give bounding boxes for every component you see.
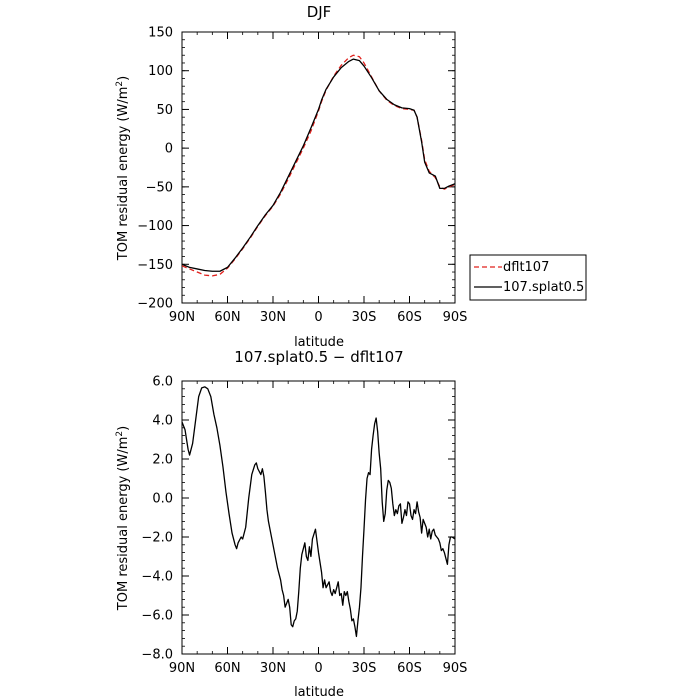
y-axis-ticks: 150 100 50 0 −50 −100 −150 −200 (137, 26, 455, 312)
y-tick-label: −50 (146, 180, 173, 195)
y-tick-label: 0.0 (152, 492, 173, 507)
y-axis-label-close: ) (116, 76, 131, 81)
y-tick-label: −2.0 (141, 531, 173, 546)
x-tick-label: 30N (260, 310, 286, 325)
y-tick-label: −200 (137, 297, 173, 312)
y-axis-label-sup: 2 (115, 431, 125, 437)
series-lines (181, 386, 456, 638)
y-axis-ticks: 6.0 4.0 2.0 0.0 −2.0 −4.0 −6.0 −8.0 (141, 375, 455, 663)
x-axis-ticks: 90N 60N 30N 0 30S 60S 90S (169, 32, 468, 325)
legend-label-dflt107: dflt107 (503, 260, 549, 275)
x-tick-label: 60S (397, 310, 422, 325)
x-tick-label: 60N (214, 310, 240, 325)
y-axis-label: TOM residual energy (W/m2) (115, 76, 131, 261)
legend: dflt107 107.splat0.5 (469, 254, 587, 301)
x-tick-label: 90S (443, 661, 468, 676)
x-axis-label: latitude (294, 335, 344, 350)
x-tick-label: 30S (352, 310, 377, 325)
chart-title: DJF (307, 3, 332, 21)
x-tick-label: 30N (260, 661, 286, 676)
chart-title: 107.splat0.5 − dflt107 (234, 348, 403, 366)
y-tick-label: 6.0 (152, 375, 173, 390)
y-tick-label: −100 (137, 219, 173, 234)
y-axis-label-close: ) (116, 426, 131, 431)
y-tick-label: 50 (156, 103, 173, 118)
series-line-0 (181, 386, 456, 638)
x-tick-label: 90N (169, 661, 195, 676)
chart-djf: DJF 150 100 50 0 −50 −100 −150 −200 90N 60N 30N 0 3… (115, 3, 587, 350)
chart-difference: 107.splat0.5 − dflt107 6.0 4.0 2.0 0.0 −2.0 −… (115, 348, 467, 700)
y-tick-label: −6.0 (141, 609, 173, 624)
x-tick-label: 60S (397, 661, 422, 676)
y-tick-label: 150 (148, 26, 173, 41)
plot-frame (181, 31, 456, 304)
x-tick-label: 30S (352, 661, 377, 676)
y-tick-label: 4.0 (152, 414, 173, 429)
series-line-0 (181, 54, 456, 277)
y-tick-label: 2.0 (152, 453, 173, 468)
y-axis-label-main: TOM residual energy (W/m (116, 87, 131, 262)
x-axis-ticks: 90N 60N 30N 0 30S 60S 90S (169, 381, 468, 676)
series-line-1 (181, 58, 456, 272)
y-tick-label: 0 (165, 142, 173, 157)
plot-frame (181, 380, 456, 655)
y-tick-label: 100 (148, 64, 173, 79)
x-axis-label: latitude (294, 685, 344, 700)
legend-label-splat: 107.splat0.5 (503, 280, 584, 295)
x-tick-label: 90S (443, 310, 468, 325)
x-tick-label: 90N (169, 310, 195, 325)
legend-frame (469, 254, 587, 301)
y-axis-label-main: TOM residual energy (W/m (116, 437, 131, 612)
y-axis-label-sup: 2 (115, 81, 125, 87)
x-tick-label: 0 (314, 310, 322, 325)
y-tick-label: −150 (137, 258, 173, 273)
y-axis-label: TOM residual energy (W/m2) (115, 426, 131, 611)
y-tick-label: −8.0 (141, 648, 173, 663)
x-tick-label: 0 (314, 661, 322, 676)
y-tick-label: −4.0 (141, 570, 173, 585)
x-tick-label: 60N (214, 661, 240, 676)
series-lines (181, 54, 456, 277)
